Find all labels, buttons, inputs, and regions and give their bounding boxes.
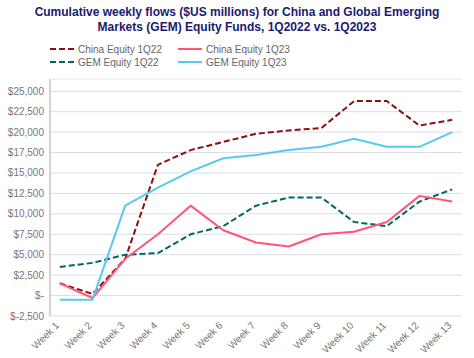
y-tick-label: $20,000 — [8, 127, 45, 138]
y-tick-label: $25,000 — [8, 86, 45, 97]
y-tick-label: $2,500 — [13, 270, 44, 281]
legend-label: GEM Equity 1Q23 — [206, 57, 287, 68]
legend-label: GEM Equity 1Q22 — [78, 57, 159, 68]
x-tick-label: Week 8 — [258, 319, 290, 351]
series-line — [60, 189, 452, 267]
plot-top-edge — [50, 79, 462, 80]
legend-swatch — [178, 48, 202, 50]
x-axis: Week 1Week 2Week 3Week 4Week 5Week 6Week… — [30, 319, 454, 355]
y-tick-label: $10,000 — [8, 208, 45, 219]
legend-swatch — [178, 61, 202, 63]
grid-line — [50, 132, 462, 133]
series-line — [60, 101, 452, 294]
x-tick-label: Week 11 — [353, 319, 388, 354]
x-tick-label: Week 7 — [226, 319, 258, 351]
legend-swatch — [50, 48, 74, 50]
legend-label: China Equity 1Q23 — [206, 44, 290, 55]
y-tick-label: $- — [35, 290, 44, 301]
x-tick-label: Week 13 — [418, 319, 454, 355]
title-line: Markets (GEM) Equity Funds, 1Q2022 vs. 1… — [98, 20, 377, 34]
x-tick-label: Week 9 — [291, 319, 323, 351]
grid-line — [50, 172, 462, 173]
y-axis-line — [50, 79, 51, 316]
x-tick-label: Week 10 — [320, 319, 356, 355]
x-tick-label: Week 4 — [128, 319, 160, 351]
grid-line — [50, 234, 462, 235]
title-line: Cumulative weekly flows ($US millions) f… — [35, 5, 440, 19]
x-tick-label: Week 2 — [62, 319, 94, 351]
x-tick-label: Week 5 — [160, 319, 192, 351]
x-tick-label: Week 3 — [95, 319, 127, 351]
grid-line — [50, 91, 462, 92]
series-line — [60, 196, 452, 298]
grid-line — [50, 295, 462, 296]
y-tick-label: $-2,500 — [10, 311, 44, 322]
grid-line — [50, 316, 462, 317]
x-tick-label: Week 1 — [30, 319, 62, 351]
series-line — [60, 132, 452, 300]
chart: Cumulative weekly flows ($US millions) f… — [0, 0, 474, 358]
y-tick-label: $22,500 — [8, 106, 45, 117]
x-tick-label: Week 6 — [193, 319, 225, 351]
y-tick-label: $15,000 — [8, 167, 45, 178]
legend-label: China Equity 1Q22 — [78, 44, 162, 55]
grid-line — [50, 152, 462, 153]
grid-line — [50, 254, 462, 255]
y-axis: $-2,500 $- $2,500 $5,000 $7,500 $10,000 $12,50… — [8, 79, 462, 322]
y-tick-label: $5,000 — [13, 249, 44, 260]
plot-area — [60, 101, 452, 300]
y-tick-label: $17,500 — [8, 147, 45, 158]
x-tick-label: Week 12 — [385, 319, 421, 355]
legend: China Equity 1Q22 GEM Equity 1Q22 China Eq… — [50, 44, 290, 68]
grid-line — [50, 213, 462, 214]
title: Cumulative weekly flows ($US millions) f… — [35, 5, 440, 34]
y-tick-label: $7,500 — [13, 229, 44, 240]
y-tick-label: $12,500 — [8, 188, 45, 199]
legend-swatch — [50, 61, 74, 63]
grid-line — [50, 193, 462, 194]
